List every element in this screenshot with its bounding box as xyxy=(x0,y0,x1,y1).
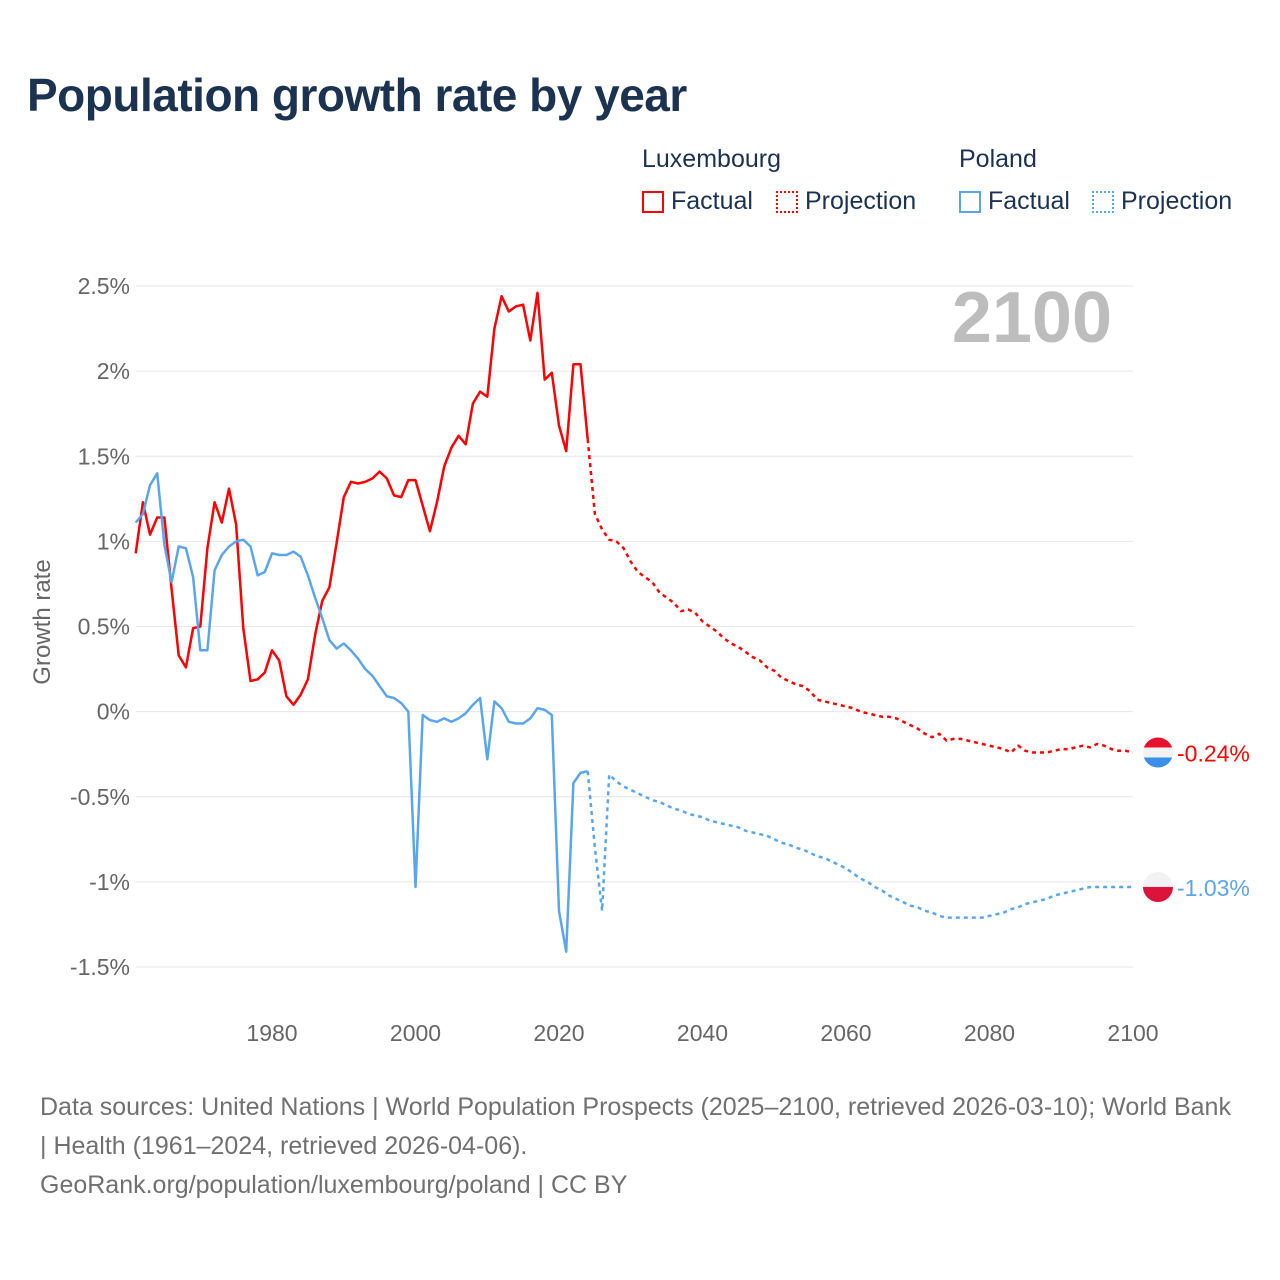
y-tick-label: 1.5% xyxy=(78,443,130,469)
end-value-label: -0.24% xyxy=(1177,740,1250,766)
series-line-poland-dotted xyxy=(586,771,1133,919)
series-line-luxembourg-dotted xyxy=(586,439,1134,754)
y-tick-label: 0% xyxy=(97,699,130,725)
year-marker: 2100 xyxy=(952,278,1112,358)
y-tick-label: -0.5% xyxy=(70,784,130,810)
end-marker-luxembourg xyxy=(1143,737,1173,768)
x-tick-label: 2000 xyxy=(390,1020,441,1046)
legend-luxembourg-factual[interactable]: Factual xyxy=(642,187,753,216)
y-tick-label: -1.5% xyxy=(70,954,130,980)
end-labels: -0.24% -1.03% xyxy=(1143,737,1250,902)
x-tick-label: 2060 xyxy=(820,1020,871,1046)
legend-luxembourg-projection[interactable]: Projection xyxy=(776,187,916,216)
series-line-poland-solid xyxy=(134,472,588,953)
chart-title: Population growth rate by year xyxy=(27,69,687,121)
legend-swatch-solid-icon xyxy=(642,190,664,213)
line-chart: 2.5% 2% 1.5% 1% 0.5% 0% -0.5% -1% -1.5% 1980 2000… xyxy=(29,273,1250,1046)
y-tick-label: 0.5% xyxy=(78,614,130,640)
y-tick-label: 1% xyxy=(97,528,130,554)
legend-swatch-dotted-icon xyxy=(1092,190,1114,213)
x-axis-ticks: 1980 2000 2020 2040 2060 2080 2100 xyxy=(246,1020,1158,1046)
x-tick-label: 2100 xyxy=(1107,1020,1158,1046)
y-tick-label: -1% xyxy=(89,869,130,895)
legend-label: Projection xyxy=(805,187,917,215)
x-tick-label: 1980 xyxy=(246,1020,297,1046)
footer: Data sources: United Nations | World Pop… xyxy=(40,1088,1240,1205)
legend-poland-factual[interactable]: Factual xyxy=(959,187,1070,216)
y-axis-label: Growth rate xyxy=(29,559,56,684)
x-tick-label: 2080 xyxy=(964,1020,1015,1046)
legend-swatch-dotted-icon xyxy=(776,190,798,213)
end-marker-poland xyxy=(1143,871,1173,902)
y-tick-label: 2% xyxy=(97,358,130,384)
y-tick-label: 2.5% xyxy=(78,273,130,299)
x-tick-label: 2040 xyxy=(677,1020,728,1046)
legend-swatch-solid-icon xyxy=(959,190,981,213)
legend-poland-projection[interactable]: Projection xyxy=(1092,187,1232,216)
poland-flag-icon xyxy=(1143,871,1173,902)
gridlines xyxy=(135,285,1133,968)
luxembourg-flag-icon xyxy=(1143,737,1173,768)
legend-group-poland: Poland xyxy=(959,145,1037,173)
y-axis-ticks: 2.5% 2% 1.5% 1% 0.5% 0% -0.5% -1% -1.5% xyxy=(70,273,130,980)
legend-label: Projection xyxy=(1121,187,1233,215)
series-lines xyxy=(134,291,1134,953)
legend-label: Factual xyxy=(988,187,1070,215)
x-tick-label: 2020 xyxy=(533,1020,584,1046)
series-line-luxembourg-solid xyxy=(134,291,589,707)
legend-label: Factual xyxy=(671,187,753,215)
end-value-label: -1.03% xyxy=(1177,875,1250,901)
credit-link[interactable]: GeoRank.org/population/luxembourg/poland… xyxy=(40,1171,628,1199)
data-sources: Data sources: United Nations | World Pop… xyxy=(40,1093,1231,1160)
legend-group-luxembourg: Luxembourg xyxy=(642,145,781,173)
